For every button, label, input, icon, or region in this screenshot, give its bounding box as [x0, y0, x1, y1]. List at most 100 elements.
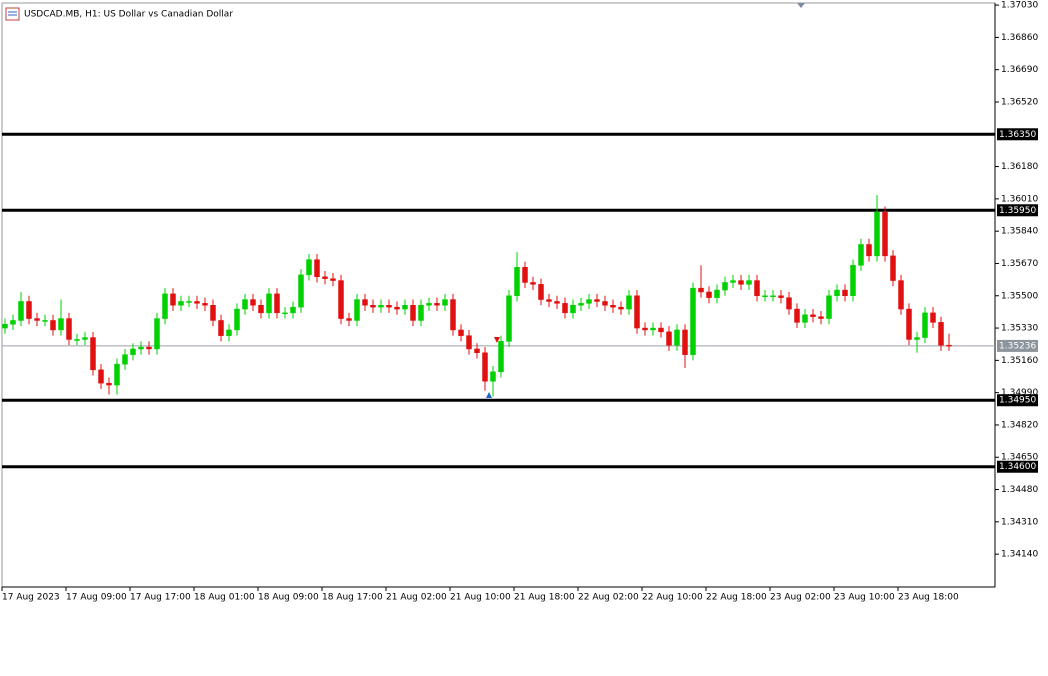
candle-body	[562, 303, 568, 314]
candle-body	[586, 299, 592, 304]
y-tick-label: 1.36010	[1001, 194, 1038, 204]
candle-body	[538, 284, 544, 300]
candle-body	[2, 324, 8, 329]
y-tick-label: 1.34480	[1001, 485, 1038, 495]
candle-body	[610, 305, 616, 308]
candle-body	[162, 293, 168, 319]
candle-body	[642, 327, 648, 331]
y-tick-label: 1.34820	[1001, 420, 1038, 430]
candle-body	[114, 363, 120, 386]
candle-body	[602, 301, 608, 306]
x-tick-label: 22 Aug 18:00	[706, 593, 767, 603]
candle-body	[802, 314, 808, 323]
last-price-label: 1.35236	[999, 341, 1036, 351]
candle-body	[466, 335, 472, 350]
candle-body	[146, 346, 152, 350]
buy-arrow	[486, 392, 492, 398]
candle-body	[834, 289, 840, 297]
candle-body	[578, 303, 584, 306]
x-tick-label: 21 Aug 10:00	[450, 593, 511, 603]
candle-body	[682, 329, 688, 355]
y-tick-label: 1.37030	[1001, 1, 1038, 11]
last-price-box	[997, 339, 1038, 352]
candle-body	[938, 322, 944, 346]
candle-body	[810, 314, 816, 317]
level-box	[997, 204, 1038, 217]
candle-body	[818, 316, 824, 319]
candle-body	[874, 211, 880, 257]
candle-body	[882, 211, 888, 257]
x-tick-label: 17 Aug 17:00	[130, 593, 191, 603]
x-tick-label: 23 Aug 10:00	[834, 593, 895, 603]
sell-arrow	[494, 337, 500, 343]
candle-body	[826, 295, 832, 319]
candle-body	[10, 320, 16, 325]
x-tick-label: 23 Aug 02:00	[770, 593, 831, 603]
candle-body	[906, 308, 912, 340]
candle-body	[66, 318, 72, 340]
candle-body	[186, 301, 192, 303]
candle-body	[42, 320, 48, 322]
candle-body	[130, 348, 136, 355]
x-tick-label: 18 Aug 17:00	[322, 593, 383, 603]
y-tick-label: 1.35500	[1001, 291, 1038, 301]
candle-body	[426, 303, 432, 306]
candle-body	[234, 308, 240, 331]
candle-body	[194, 301, 200, 304]
x-tick-label: 18 Aug 01:00	[194, 593, 255, 603]
candle-body	[778, 295, 784, 298]
candle-body	[418, 305, 424, 321]
candle-body	[714, 289, 720, 298]
candle-body	[482, 352, 488, 382]
chart-title: USDCAD.MB, H1: US Dollar vs Canadian Dol…	[24, 10, 233, 20]
candle-body	[218, 320, 224, 336]
candle-body	[362, 299, 368, 306]
level-box	[997, 460, 1038, 473]
x-tick-label: 17 Aug 2023	[2, 593, 60, 603]
candle-body	[922, 312, 928, 338]
candle-body	[658, 327, 664, 333]
candle-body	[890, 255, 896, 281]
candle-body	[378, 305, 384, 308]
candle-body	[106, 382, 112, 386]
y-tick-label: 1.34990	[1001, 388, 1038, 398]
y-tick-label: 1.35160	[1001, 356, 1038, 366]
candle-body	[530, 282, 536, 285]
y-tick-label: 1.35840	[1001, 227, 1038, 237]
x-tick-label: 21 Aug 02:00	[386, 593, 447, 603]
candle-body	[82, 337, 88, 340]
candle-body	[394, 306, 400, 310]
x-tick-label: 22 Aug 02:00	[578, 593, 639, 603]
candle-body	[514, 267, 520, 297]
candle-body	[930, 312, 936, 323]
candle-body	[762, 295, 768, 298]
candle-body	[122, 354, 128, 365]
candle-body	[666, 331, 672, 346]
candle-body	[410, 305, 416, 321]
candle-body	[914, 337, 920, 340]
level-label: 1.36350	[999, 130, 1036, 140]
candle-body	[706, 291, 712, 298]
candle-body	[370, 305, 376, 308]
candle-body	[498, 341, 504, 373]
y-tick-label: 1.36860	[1001, 33, 1038, 43]
plot-area	[2, 132, 995, 469]
candle-body	[74, 339, 80, 341]
candle-body	[298, 274, 304, 308]
candle-body	[210, 305, 216, 321]
candle-body	[618, 306, 624, 310]
candle-body	[570, 305, 576, 314]
candle-body	[226, 329, 232, 336]
candle-body	[330, 278, 336, 281]
candle-body	[354, 299, 360, 321]
candle-body	[898, 280, 904, 310]
candle-body	[458, 329, 464, 336]
candle-body	[242, 299, 248, 310]
candle-body	[858, 244, 864, 266]
candle-body	[634, 295, 640, 329]
x-tick-label: 17 Aug 09:00	[66, 593, 127, 603]
candle-body	[306, 259, 312, 276]
y-tick-label: 1.34140	[1001, 550, 1038, 560]
candle-body	[794, 308, 800, 323]
candle-body	[386, 305, 392, 308]
